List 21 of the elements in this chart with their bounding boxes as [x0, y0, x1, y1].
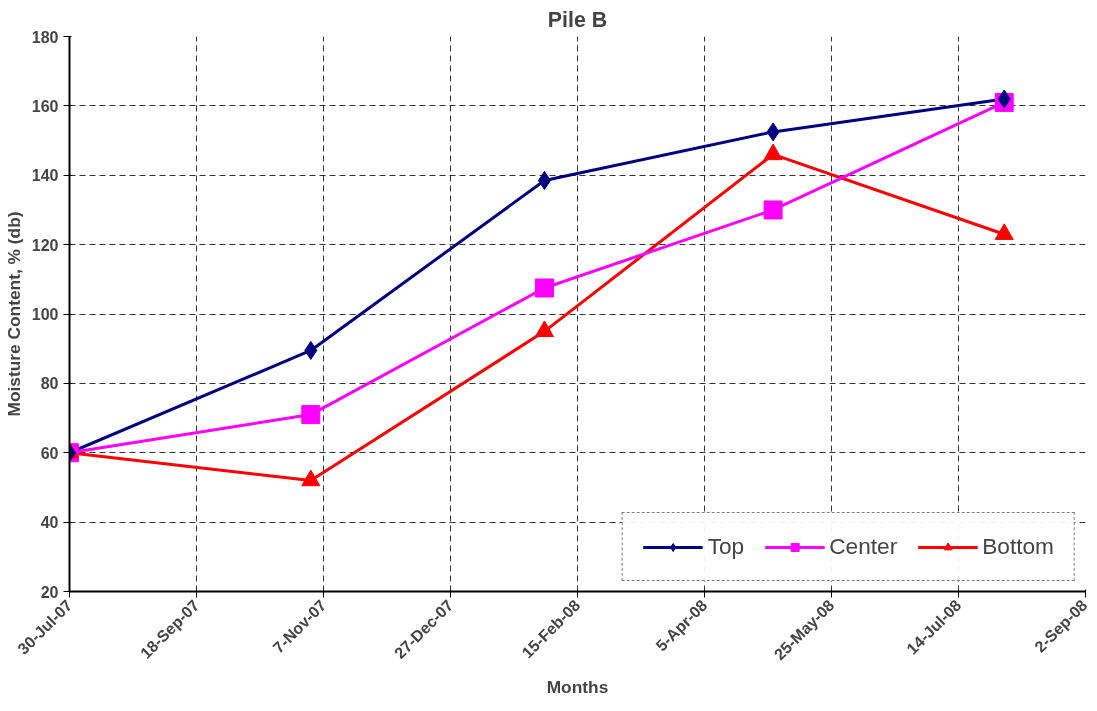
y-tick-label: 120: [31, 236, 59, 254]
y-tick-label: 20: [40, 583, 59, 601]
point: [534, 278, 554, 298]
point: [766, 122, 780, 142]
y-tick-label: 40: [40, 514, 59, 532]
y-tick-label: 160: [31, 97, 59, 115]
legend-label: Center: [829, 533, 898, 560]
x-axis-title: Months: [546, 677, 609, 698]
legend-label: Top: [707, 533, 745, 560]
y-tick-label: 60: [40, 444, 59, 462]
y-tick-label: 100: [31, 306, 59, 323]
y-tick-label: 140: [31, 167, 59, 185]
chart-title: Pile B: [547, 7, 608, 32]
y-tick-label: 180: [31, 28, 59, 46]
legend-label: Bottom: [982, 533, 1054, 560]
point: [304, 340, 318, 360]
point: [763, 200, 783, 220]
y-axis-title: Moisture Content, % (db): [3, 211, 24, 417]
point: [301, 405, 321, 425]
y-tick-label: 80: [40, 375, 59, 393]
point: [537, 170, 551, 190]
